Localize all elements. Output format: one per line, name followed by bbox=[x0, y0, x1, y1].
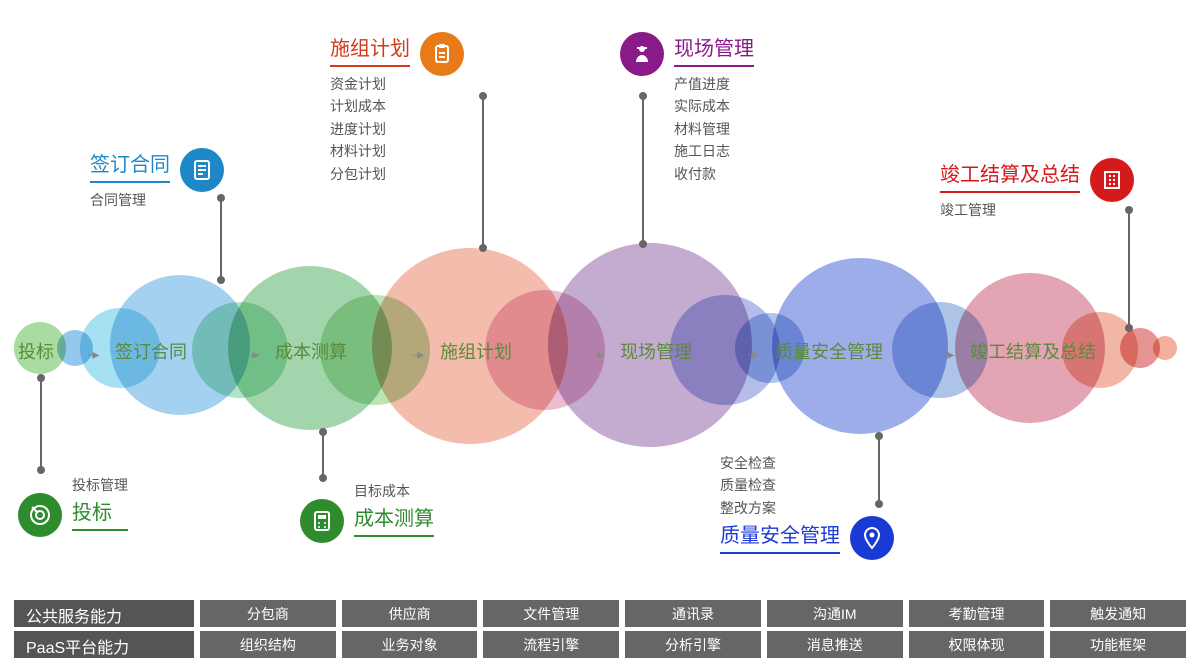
callout-item: 合同管理 bbox=[90, 189, 170, 211]
diagram-canvas: 投标 ··▸ 签订合同 ··▸ 成本测算 ··▸ 施组计划 ··▸ 现场管理 ··▸ 质量安全管理 ·… bbox=[0, 0, 1200, 666]
callout-text: 安全检查质量检查整改方案质量安全管理 bbox=[720, 452, 840, 560]
footer-cell: 分析引擎 bbox=[625, 631, 761, 658]
callout-text: 现场管理产值进度实际成本材料管理施工日志收付款 bbox=[674, 32, 754, 185]
stage-label: 签订合同 bbox=[115, 338, 187, 364]
callout-item: 质量检查 bbox=[720, 474, 840, 496]
callout-items: 合同管理 bbox=[90, 189, 170, 211]
callout-text: 目标成本成本测算 bbox=[354, 480, 434, 543]
callout-item: 目标成本 bbox=[354, 480, 434, 502]
leader-line bbox=[322, 432, 324, 478]
callout-item: 材料管理 bbox=[674, 118, 754, 140]
footer: 公共服务能力分包商供应商文件管理通讯录沟通IM考勤管理触发通知 PaaS平台能力组… bbox=[14, 596, 1186, 658]
footer-cell: 流程引擎 bbox=[483, 631, 619, 658]
calculator-icon bbox=[300, 499, 344, 543]
footer-cell: 沟通IM bbox=[767, 600, 903, 627]
callout-text: 竣工结算及总结竣工管理 bbox=[940, 158, 1080, 221]
clipboard-icon bbox=[420, 32, 464, 76]
callout-items: 资金计划计划成本进度计划材料计划分包计划 bbox=[330, 73, 410, 185]
callout-item: 竣工管理 bbox=[940, 199, 1080, 221]
arrow-icon: ··▸ bbox=[747, 346, 757, 363]
building-icon bbox=[1090, 158, 1134, 202]
footer-cell: 组织结构 bbox=[200, 631, 336, 658]
callout-title: 签订合同 bbox=[90, 148, 170, 183]
stage-label: 质量安全管理 bbox=[775, 338, 883, 364]
worker-icon bbox=[620, 32, 664, 76]
callout-items: 产值进度实际成本材料管理施工日志收付款 bbox=[674, 73, 754, 185]
footer-cell: 通讯录 bbox=[625, 600, 761, 627]
stage-label: 投标 bbox=[18, 338, 54, 364]
callout-item: 收付款 bbox=[674, 163, 754, 185]
stage-label: 成本测算 bbox=[275, 338, 347, 364]
callout-plan: 施组计划资金计划计划成本进度计划材料计划分包计划 bbox=[330, 32, 464, 185]
callout-item: 进度计划 bbox=[330, 118, 410, 140]
document-icon bbox=[180, 148, 224, 192]
callout-completion: 竣工结算及总结竣工管理 bbox=[940, 158, 1134, 221]
footer-cell: 功能框架 bbox=[1050, 631, 1186, 658]
arrow-icon: ··▸ bbox=[592, 346, 602, 363]
callout-item: 投标管理 bbox=[72, 474, 128, 496]
callout-text: 签订合同合同管理 bbox=[90, 148, 170, 211]
callout-item: 整改方案 bbox=[720, 497, 840, 519]
callout-items: 安全检查质量检查整改方案 bbox=[720, 452, 840, 519]
callout-bid: 投标管理投标 bbox=[18, 474, 128, 537]
arrow-icon: ··▸ bbox=[942, 346, 952, 363]
bubble bbox=[1153, 336, 1177, 360]
footer-row-label: PaaS平台能力 bbox=[14, 631, 194, 658]
footer-cell: 权限体现 bbox=[909, 631, 1045, 658]
callout-items: 目标成本 bbox=[354, 480, 434, 502]
callout-title: 质量安全管理 bbox=[720, 519, 840, 554]
leader-line bbox=[482, 96, 484, 248]
footer-cell: 文件管理 bbox=[483, 600, 619, 627]
callout-title: 成本测算 bbox=[354, 502, 434, 537]
callout-title: 投标 bbox=[72, 496, 128, 531]
callout-title: 施组计划 bbox=[330, 32, 410, 67]
callout-quality: 安全检查质量检查整改方案质量安全管理 bbox=[720, 452, 894, 560]
stage-label: 竣工结算及总结 bbox=[970, 338, 1096, 364]
callout-contract: 签订合同合同管理 bbox=[90, 148, 224, 211]
callout-items: 投标管理 bbox=[72, 474, 128, 496]
callout-item: 产值进度 bbox=[674, 73, 754, 95]
footer-row: 公共服务能力分包商供应商文件管理通讯录沟通IM考勤管理触发通知 bbox=[14, 600, 1186, 627]
footer-cell: 分包商 bbox=[200, 600, 336, 627]
callout-item: 分包计划 bbox=[330, 163, 410, 185]
footer-row-label: 公共服务能力 bbox=[14, 600, 194, 627]
callout-text: 投标管理投标 bbox=[72, 474, 128, 537]
stage-label: 施组计划 bbox=[440, 338, 512, 364]
callout-title: 竣工结算及总结 bbox=[940, 158, 1080, 193]
leader-line bbox=[1128, 210, 1130, 328]
footer-cell: 业务对象 bbox=[342, 631, 478, 658]
callout-item: 材料计划 bbox=[330, 140, 410, 162]
callout-item: 实际成本 bbox=[674, 95, 754, 117]
target-icon bbox=[18, 493, 62, 537]
footer-row: PaaS平台能力组织结构业务对象流程引擎分析引擎消息推送权限体现功能框架 bbox=[14, 631, 1186, 658]
footer-cell: 考勤管理 bbox=[909, 600, 1045, 627]
footer-cell: 触发通知 bbox=[1050, 600, 1186, 627]
leader-line bbox=[40, 378, 42, 470]
callout-item: 安全检查 bbox=[720, 452, 840, 474]
callout-text: 施组计划资金计划计划成本进度计划材料计划分包计划 bbox=[330, 32, 410, 185]
callout-item: 施工日志 bbox=[674, 140, 754, 162]
callout-item: 资金计划 bbox=[330, 73, 410, 95]
footer-cell: 供应商 bbox=[342, 600, 478, 627]
stage-label: 现场管理 bbox=[620, 338, 692, 364]
callout-site: 现场管理产值进度实际成本材料管理施工日志收付款 bbox=[620, 32, 754, 185]
arrow-icon: ··▸ bbox=[412, 346, 422, 363]
location-icon bbox=[850, 516, 894, 560]
footer-cell: 消息推送 bbox=[767, 631, 903, 658]
arrow-icon: ··▸ bbox=[247, 346, 257, 363]
callout-cost: 目标成本成本测算 bbox=[300, 480, 434, 543]
arrow-icon: ··▸ bbox=[87, 346, 97, 363]
callout-item: 计划成本 bbox=[330, 95, 410, 117]
callout-title: 现场管理 bbox=[674, 32, 754, 67]
callout-items: 竣工管理 bbox=[940, 199, 1080, 221]
